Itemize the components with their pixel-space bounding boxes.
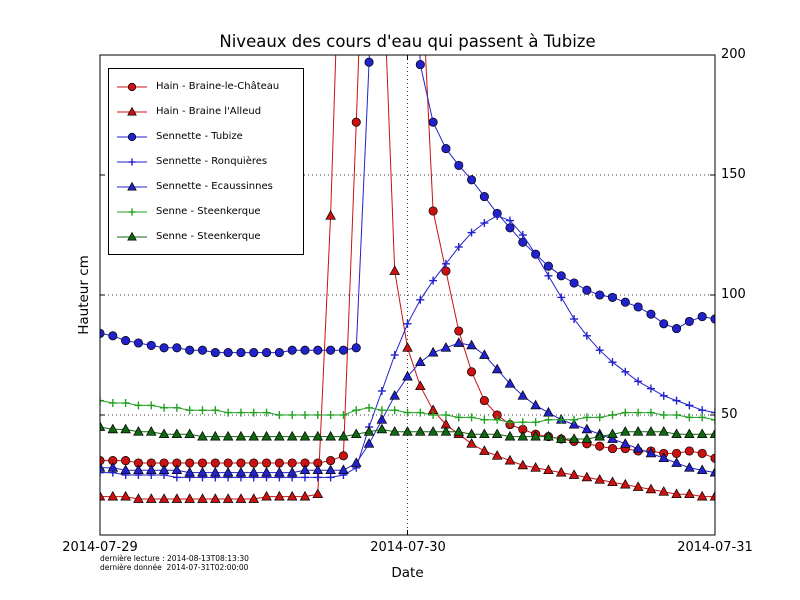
- legend-item-hain-braine-l-alleud: Hain - Braine l'Alleud: [115, 99, 297, 124]
- legend-item-sennette-ecaussinnes: Sennette - Ecaussinnes: [115, 174, 297, 199]
- x-tick-label-2014-07-30: 2014-07-30: [370, 540, 446, 555]
- legend-label: Sennette - Ronquières: [156, 156, 268, 167]
- x-tick-label-2014-07-31: 2014-07-31: [677, 540, 753, 555]
- blue-triangle-marker-icon: [117, 181, 147, 190]
- series-2: [100, 55, 715, 358]
- y-axis-label: Hauteur cm: [76, 255, 92, 335]
- legend-item-sennette-ronquieres: Sennette - Ronquières: [115, 149, 297, 174]
- red-circle-marker-icon: [117, 82, 147, 91]
- blue-plus-marker-icon: [117, 157, 147, 166]
- footnote-last-read: dernière lecture : 2014-08-13T08:13:30: [100, 554, 249, 563]
- series-4: [100, 337, 715, 477]
- axis-ticks: [99, 54, 716, 536]
- legend-label: Hain - Braine l'Alleud: [156, 106, 262, 117]
- legend-item-hain-braine-le-chateau: Hain - Braine-le-Château: [115, 74, 297, 99]
- y-tick-label-200: 200: [721, 47, 746, 62]
- legend-label: Sennette - Tubize: [156, 131, 243, 142]
- footnote-last-data: dernière donnée 2014-07-31T02:00:00: [100, 562, 249, 572]
- legend-label: Senne - Steenkerque: [156, 206, 261, 217]
- x-tick-label-2014-07-29: 2014-07-29: [62, 540, 138, 555]
- legend-item-sennette-tubize: Sennette - Tubize: [115, 124, 297, 149]
- legend-item-senne-steenkerque-2: Senne - Steenkerque: [115, 224, 297, 249]
- series-1: [100, 55, 715, 503]
- series-area: [100, 55, 715, 503]
- y-tick-label-50: 50: [721, 407, 738, 422]
- green-plus-marker-icon: [117, 207, 147, 216]
- chart-title: Niveaux des cours d'eau qui passent à Tu…: [219, 32, 596, 51]
- footnotes: dernière lecture : 2014-08-13T08:13:30 d…: [100, 554, 249, 572]
- x-axis-label: Date: [391, 565, 424, 581]
- red-triangle-marker-icon: [117, 106, 147, 115]
- series-6: [100, 421, 715, 443]
- y-tick-label-100: 100: [721, 287, 746, 302]
- legend-label: Hain - Braine-le-Château: [156, 81, 280, 92]
- legend-item-senne-steenkerque-1: Senne - Steenkerque: [115, 199, 297, 224]
- legend: Hain - Braine-le-Château Hain - Braine l…: [108, 68, 304, 255]
- legend-label: Sennette - Ecaussinnes: [156, 181, 273, 192]
- y-tick-label-150: 150: [721, 167, 746, 182]
- green-triangle-marker-icon: [117, 231, 147, 240]
- series-5: [100, 396, 715, 427]
- legend-label: Senne - Steenkerque: [156, 231, 261, 242]
- blue-circle-marker-icon: [117, 132, 147, 141]
